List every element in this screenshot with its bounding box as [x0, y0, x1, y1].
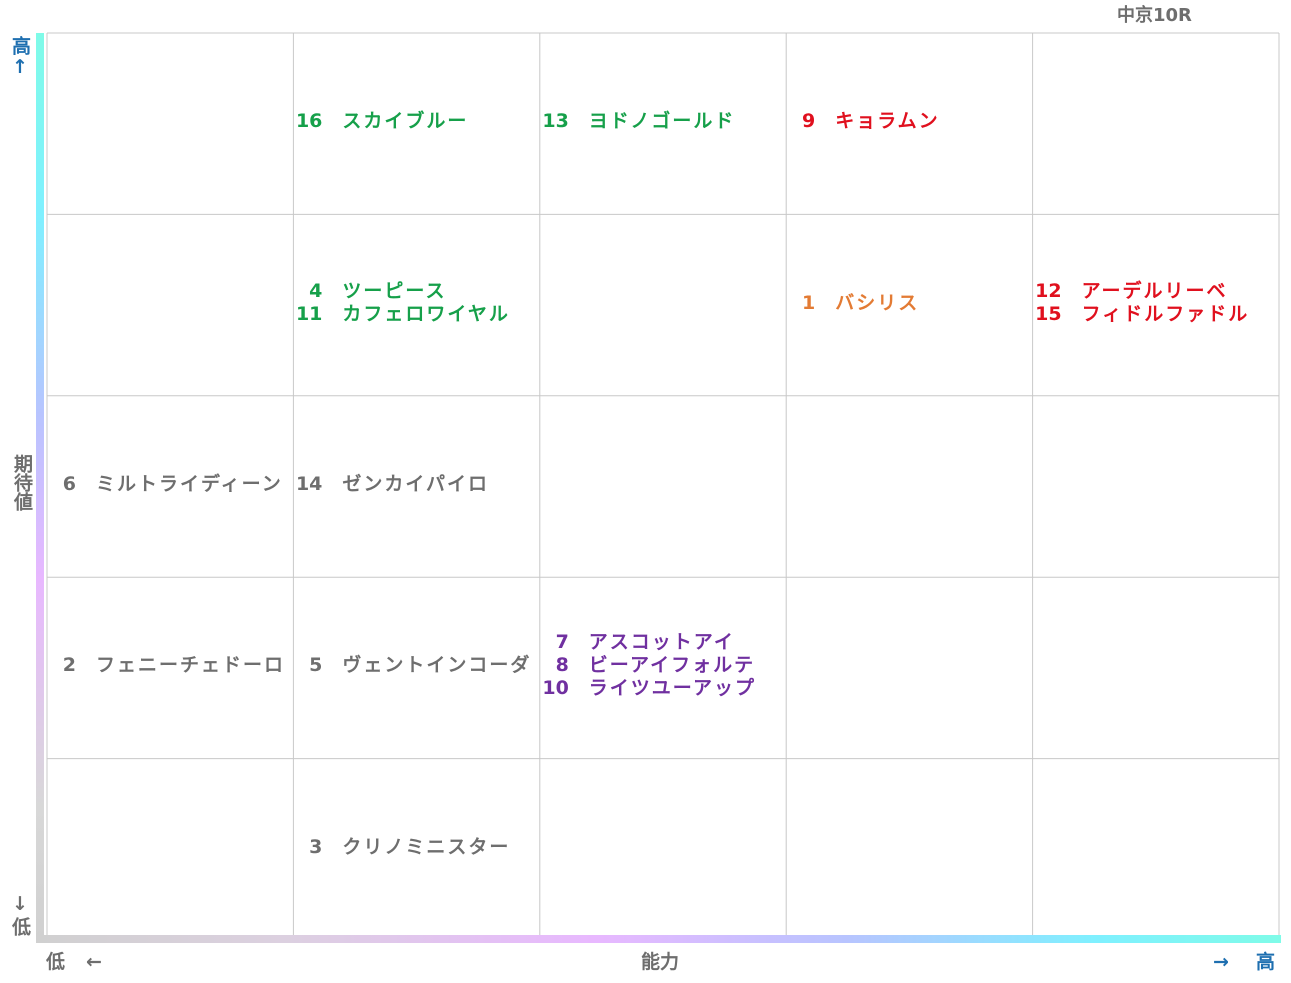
- x-low: 低: [46, 951, 66, 973]
- horse-name: ライツユーアップ: [588, 677, 757, 700]
- horse-number: 6: [62, 473, 76, 495]
- x-high: 高: [1256, 951, 1276, 973]
- horse-number: 1: [801, 291, 816, 314]
- horse-name: ミルトライディーン: [96, 473, 283, 495]
- horse-number: 3: [309, 835, 323, 858]
- x-low-arrow: ←: [86, 951, 102, 973]
- y-label: 期待値: [11, 454, 33, 511]
- horse-number: 12: [1035, 280, 1062, 303]
- horse-number: 2: [62, 654, 76, 677]
- horse-name: フェニーチェドーロ: [96, 654, 286, 677]
- horse-number: 10: [542, 677, 569, 700]
- y-low-arrow: ↓: [9, 893, 31, 915]
- horse-name: ヴェントインコーダ: [342, 654, 532, 677]
- horse-name: クリノミニスター: [342, 835, 511, 858]
- horse-name: スカイブルー: [342, 110, 469, 133]
- horse-name: バシリス: [835, 291, 920, 314]
- y-high-arrow: ↑: [9, 56, 31, 78]
- horse-name: アーデルリーベ: [1081, 280, 1228, 303]
- horse-name: フィドルファドル: [1081, 303, 1250, 326]
- title: 中京10R: [1117, 5, 1192, 26]
- horse-number: 11: [295, 303, 323, 326]
- horse-number: 13: [542, 110, 569, 133]
- horse-name: ビーアイフォルテ: [588, 654, 756, 677]
- horse-number: 4: [309, 280, 323, 303]
- horse-name: ヨドノゴールド: [588, 110, 736, 133]
- horse-name: キョラムン: [835, 110, 940, 133]
- x-high-arrow: →: [1213, 951, 1229, 973]
- horse-number: 7: [555, 631, 569, 654]
- x-label: 能力: [641, 951, 680, 973]
- horse-number: 9: [801, 110, 816, 133]
- horse-name: ゼンカイパイロ: [342, 473, 490, 495]
- y-high: 高: [9, 36, 31, 55]
- y-axis-bar: [36, 33, 44, 943]
- horse-number: 14: [295, 473, 323, 495]
- horse-name: ツーピース: [342, 280, 447, 303]
- x-axis-bar: [36, 935, 1281, 943]
- horse-name: カフェロワイヤル: [342, 303, 510, 326]
- horse-name: アスコットアイ: [588, 631, 735, 654]
- horse-number: 15: [1035, 303, 1062, 326]
- horse-number: 8: [555, 654, 569, 677]
- y-low: 低: [9, 917, 31, 936]
- horse-number: 16: [295, 110, 323, 133]
- horse-number: 5: [309, 654, 323, 677]
